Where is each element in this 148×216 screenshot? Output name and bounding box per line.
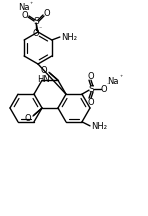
Text: O: O: [101, 85, 107, 94]
Text: Na: Na: [107, 77, 119, 86]
Text: HN: HN: [38, 75, 50, 84]
Text: O: O: [88, 72, 94, 81]
Text: O: O: [44, 10, 50, 19]
Text: NH₂: NH₂: [91, 122, 107, 131]
Text: ⁻: ⁻: [38, 27, 42, 32]
Text: O: O: [25, 113, 31, 122]
Text: ⁺: ⁺: [119, 75, 123, 80]
Text: O: O: [88, 98, 94, 107]
Text: O: O: [41, 66, 47, 75]
Text: ⁺: ⁺: [29, 2, 33, 6]
Text: O: O: [22, 11, 28, 19]
Text: O: O: [33, 29, 39, 38]
Text: ⁻: ⁻: [106, 84, 110, 89]
Text: S: S: [33, 17, 39, 27]
Text: NH₂: NH₂: [61, 32, 77, 41]
Text: S: S: [88, 85, 94, 94]
Text: Na: Na: [18, 3, 30, 11]
